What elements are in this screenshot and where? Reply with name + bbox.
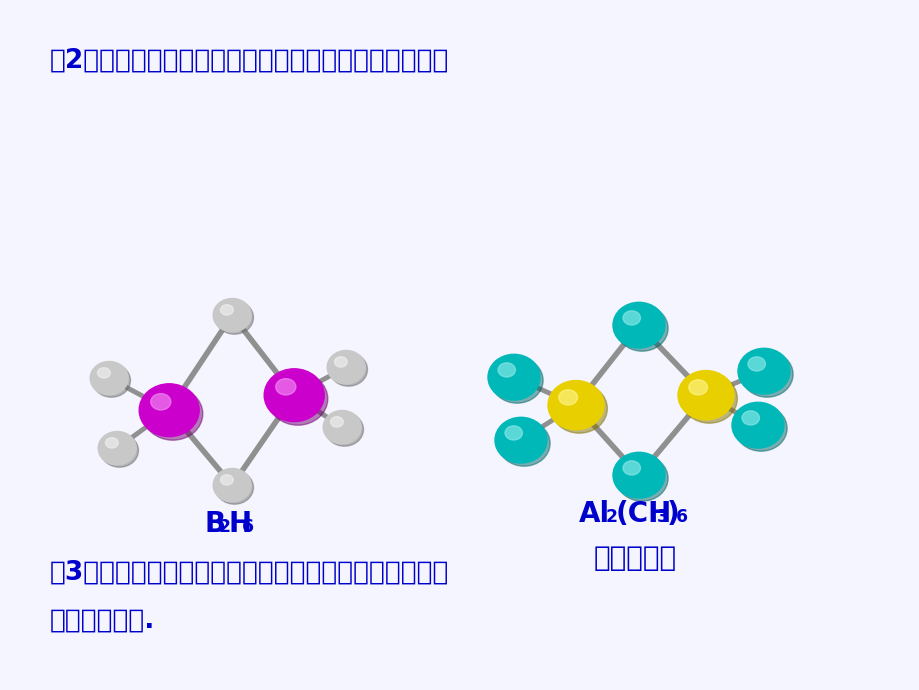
- Text: (CH: (CH: [616, 500, 672, 529]
- Ellipse shape: [688, 380, 707, 395]
- Ellipse shape: [93, 364, 130, 397]
- Ellipse shape: [267, 373, 327, 425]
- Text: ): ): [666, 500, 679, 529]
- Ellipse shape: [558, 390, 577, 405]
- Ellipse shape: [550, 384, 607, 433]
- Ellipse shape: [213, 299, 251, 332]
- Ellipse shape: [151, 393, 171, 410]
- Ellipse shape: [327, 351, 365, 384]
- Ellipse shape: [139, 384, 199, 437]
- Ellipse shape: [264, 368, 323, 422]
- Ellipse shape: [737, 348, 789, 394]
- Ellipse shape: [106, 437, 119, 448]
- Ellipse shape: [681, 374, 736, 423]
- Ellipse shape: [491, 357, 542, 403]
- Ellipse shape: [329, 353, 367, 386]
- Ellipse shape: [497, 363, 515, 377]
- Text: 2: 2: [218, 518, 230, 536]
- Text: Al: Al: [578, 500, 609, 529]
- Ellipse shape: [741, 351, 792, 397]
- Ellipse shape: [616, 306, 667, 351]
- Ellipse shape: [742, 411, 758, 425]
- Ellipse shape: [98, 431, 136, 465]
- Text: 6: 6: [675, 509, 687, 526]
- Ellipse shape: [622, 310, 640, 325]
- Ellipse shape: [548, 381, 604, 430]
- Ellipse shape: [732, 402, 783, 448]
- Ellipse shape: [612, 302, 664, 348]
- Ellipse shape: [616, 455, 667, 501]
- Text: （隐氢图）: （隐氢图）: [594, 544, 676, 572]
- Ellipse shape: [612, 453, 664, 498]
- Text: 向金属键过渡.: 向金属键过渡.: [50, 608, 155, 634]
- Ellipse shape: [221, 305, 233, 315]
- Ellipse shape: [330, 417, 343, 427]
- Text: 2: 2: [606, 509, 618, 526]
- Ellipse shape: [215, 471, 254, 504]
- Ellipse shape: [734, 406, 787, 451]
- Ellipse shape: [100, 434, 139, 467]
- Text: 6: 6: [242, 518, 254, 536]
- Ellipse shape: [325, 413, 363, 446]
- Ellipse shape: [276, 379, 296, 395]
- Text: （2）缺电子原子与等电子原子化合，生成缺电子分子：: （2）缺电子原子与等电子原子化合，生成缺电子分子：: [50, 48, 448, 74]
- Text: （3）缺电子原子与缺电子原子形成的化合物，性质逐渐: （3）缺电子原子与缺电子原子形成的化合物，性质逐渐: [50, 560, 448, 586]
- Ellipse shape: [505, 426, 522, 440]
- Ellipse shape: [335, 357, 346, 367]
- Ellipse shape: [221, 475, 233, 485]
- Text: H: H: [228, 510, 251, 538]
- Ellipse shape: [215, 301, 254, 334]
- Ellipse shape: [213, 469, 251, 502]
- Ellipse shape: [747, 357, 765, 371]
- Ellipse shape: [494, 417, 547, 463]
- Ellipse shape: [677, 371, 733, 420]
- Text: B: B: [204, 510, 225, 538]
- Ellipse shape: [323, 411, 361, 444]
- Text: 3: 3: [656, 509, 668, 526]
- Ellipse shape: [90, 362, 128, 395]
- Ellipse shape: [97, 368, 110, 378]
- Ellipse shape: [487, 355, 539, 400]
- Ellipse shape: [142, 387, 202, 440]
- Ellipse shape: [622, 461, 640, 475]
- Ellipse shape: [497, 420, 550, 466]
